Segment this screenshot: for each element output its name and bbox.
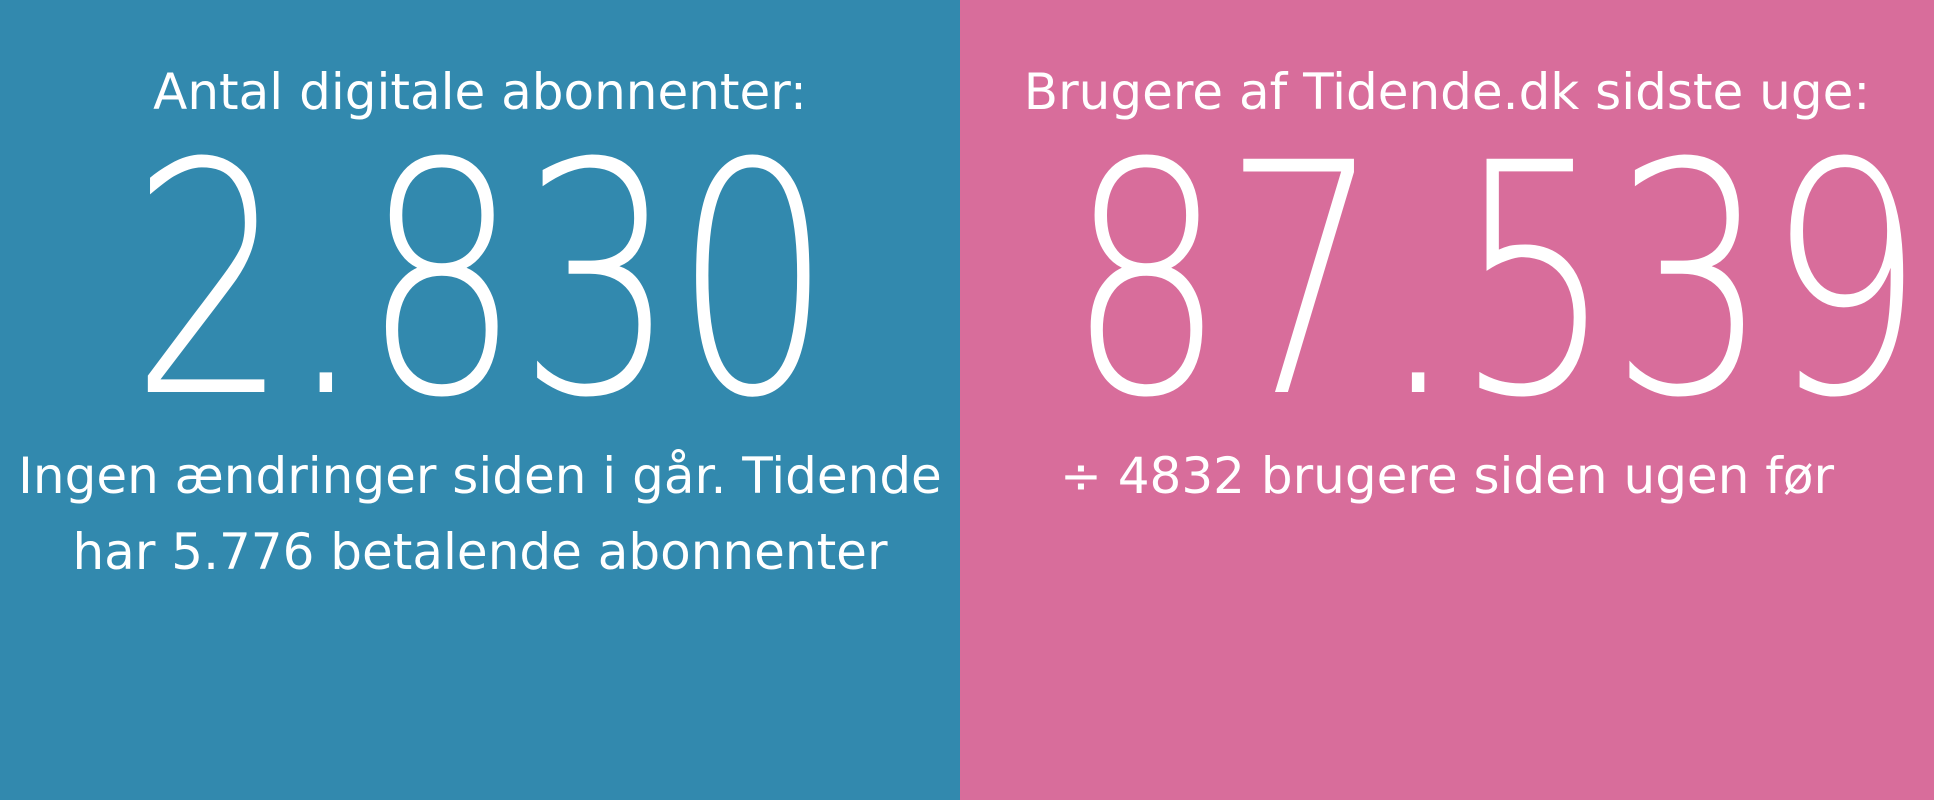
caption-line-2: har 5.776 betalende abonnenter — [72, 523, 888, 581]
weekly-users-caption: ÷ 4832 brugere siden ugen før — [960, 438, 1934, 514]
weekly-users-heading: Brugere af Tidende.dk sidste uge: — [1023, 63, 1871, 121]
caption-line-1: Ingen ændringer siden i går. Tidende — [18, 447, 942, 505]
digital-subscribers-heading: Antal digitale abonnenter: — [153, 63, 807, 121]
digital-subscribers-caption: Ingen ændringer siden i går. Tidende har… — [0, 438, 960, 590]
digital-subscribers-count: 2.830 — [130, 96, 833, 468]
weekly-users-count: 87.539 — [1067, 96, 1925, 468]
caption-line-1: ÷ 4832 brugere siden ugen før — [1059, 447, 1835, 505]
weekly-users-panel: Brugere af Tidende.dk sidste uge: 87.539… — [960, 0, 1934, 800]
digital-subscribers-panel: Antal digitale abonnenter: 2.830 Ingen æ… — [0, 0, 960, 800]
